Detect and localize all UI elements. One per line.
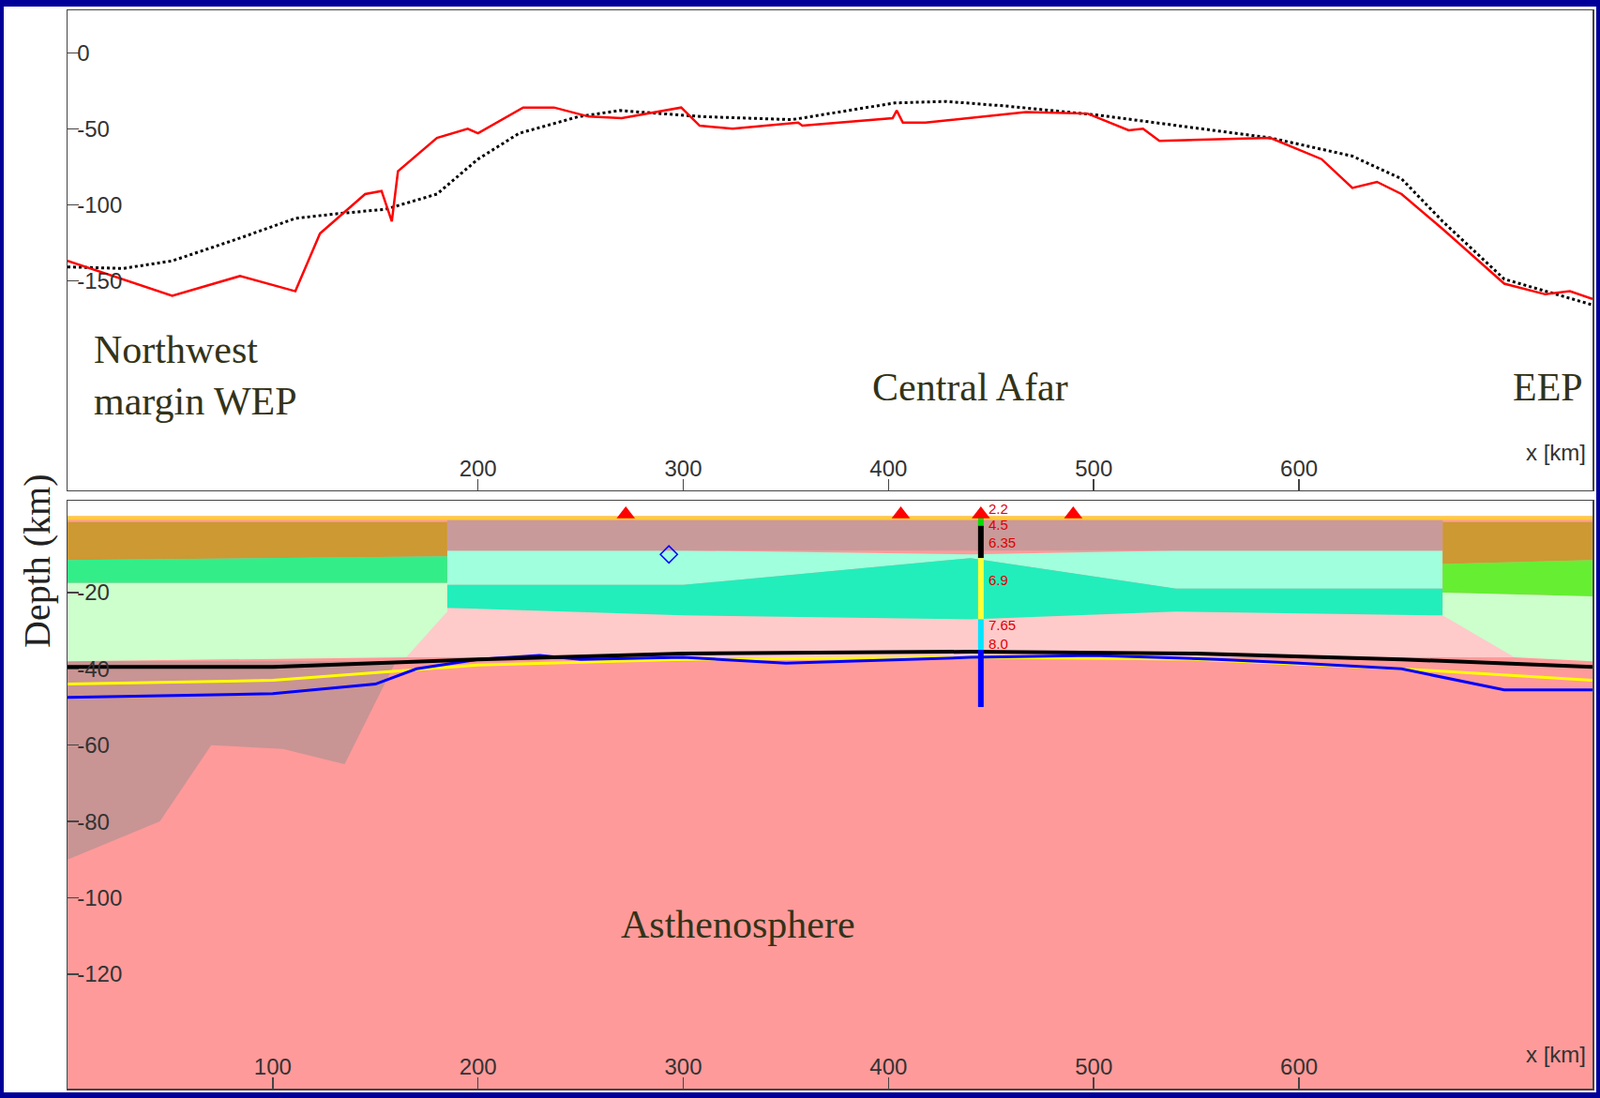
svg-text:300: 300 [664,1054,703,1080]
svg-text:Depth (km): Depth (km) [15,473,59,649]
svg-text:7.65: 7.65 [988,617,1016,634]
svg-text:500: 500 [1074,455,1113,482]
svg-text:Northwestmargin WEP: Northwestmargin WEP [93,328,298,423]
svg-text:600: 600 [1280,455,1318,482]
svg-text:6.35: 6.35 [988,534,1016,551]
svg-text:-100: -100 [76,192,122,218]
svg-text:0: 0 [76,40,90,66]
svg-text:2.2: 2.2 [988,500,1009,517]
svg-text:x [km]: x [km] [1525,1041,1586,1068]
svg-text:-100: -100 [76,885,122,911]
svg-text:-80: -80 [76,809,110,835]
svg-text:100: 100 [254,1054,292,1080]
svg-text:-50: -50 [76,116,110,142]
svg-text:600: 600 [1280,1054,1318,1080]
svg-text:Asthenosphere: Asthenosphere [620,903,856,947]
svg-text:x [km]: x [km] [1525,439,1586,466]
svg-text:8.0: 8.0 [988,635,1009,652]
svg-text:200: 200 [459,1054,498,1080]
svg-text:Central Afar: Central Afar [872,365,1069,409]
svg-text:-150: -150 [76,268,122,294]
svg-text:400: 400 [869,1054,907,1080]
svg-text:400: 400 [869,455,907,482]
svg-text:-60: -60 [76,732,110,758]
svg-text:4.5: 4.5 [988,516,1009,533]
svg-text:6.9: 6.9 [988,572,1009,589]
svg-text:-40: -40 [76,656,110,682]
svg-text:200: 200 [459,455,498,482]
svg-text:-120: -120 [76,961,122,987]
svg-text:500: 500 [1074,1054,1113,1080]
svg-text:300: 300 [664,455,703,482]
svg-text:EEP: EEP [1512,365,1584,409]
svg-text:-20: -20 [76,579,110,605]
